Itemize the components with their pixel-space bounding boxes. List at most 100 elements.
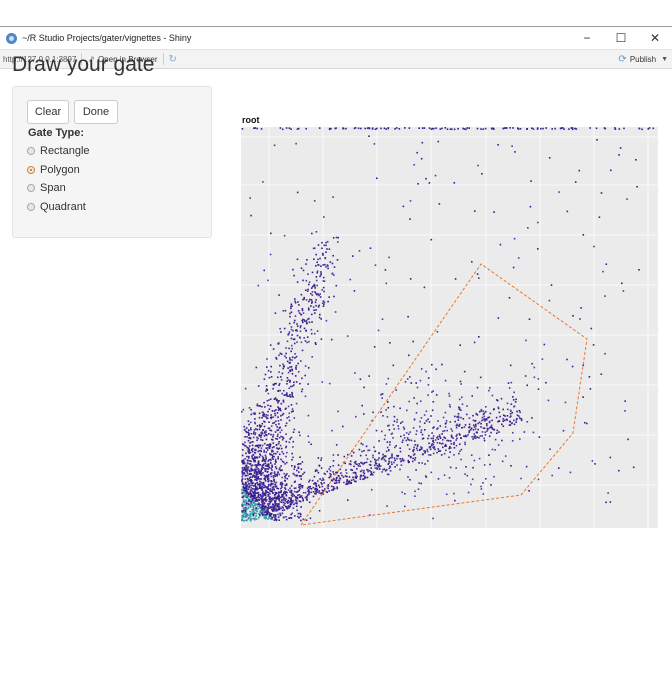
data-point [391,463,393,465]
radio-rectangle[interactable]: Rectangle [27,145,90,157]
data-point [348,482,350,485]
data-point [254,490,256,493]
data-point [309,487,311,490]
radio-span[interactable]: Span [27,182,66,194]
data-point [261,431,263,433]
scatter-plot[interactable] [241,127,658,528]
data-point [249,499,252,502]
radio-quadrant[interactable]: Quadrant [27,201,86,213]
publish-button[interactable]: ⟳ Publish ▼ [618,54,668,65]
data-point [259,484,262,486]
data-point [325,251,327,253]
data-point [420,429,423,431]
data-point [578,169,581,172]
data-point [445,449,447,452]
data-point [293,490,296,493]
data-point [308,492,310,495]
minimize-button[interactable]: − [583,31,591,45]
data-point [278,491,281,494]
data-point [332,486,335,488]
data-point [306,341,308,344]
radio-button[interactable] [27,147,35,155]
data-point [267,463,269,465]
data-point [375,462,377,465]
open-in-browser-icon[interactable]: ↗ [87,53,95,64]
data-point [259,425,261,427]
data-point [401,457,404,460]
data-point [242,514,245,517]
refresh-icon[interactable]: ↻ [168,53,177,65]
data-point [384,460,387,462]
data-point [389,465,391,467]
chevron-down-icon[interactable]: ▼ [661,55,668,63]
data-point [249,493,251,495]
data-point [253,504,256,507]
data-point [589,127,591,129]
data-point [318,304,320,307]
data-point [258,456,261,458]
data-point [483,464,486,466]
data-point [319,478,321,480]
data-point [443,430,446,432]
data-point [266,507,268,509]
radio-button-checked[interactable] [27,166,35,174]
data-point [251,494,253,497]
data-point [311,291,314,293]
data-point [295,365,298,367]
data-point [381,471,383,473]
data-point [590,327,593,330]
data-point [254,517,256,519]
data-point [293,494,296,497]
data-point [381,318,384,320]
data-point [564,401,567,404]
data-point [251,482,253,484]
data-point [317,306,320,308]
radio-polygon[interactable]: Polygon [27,164,80,176]
data-point [256,500,259,502]
data-point [260,495,262,497]
data-point [443,436,445,439]
data-point [304,320,306,322]
plot-background[interactable] [241,127,658,528]
data-point [320,482,322,484]
open-in-browser-button[interactable]: Open in Browser [97,54,158,64]
data-point [285,347,287,349]
close-button[interactable]: ✕ [649,31,661,45]
data-point [470,428,472,431]
radio-button[interactable] [27,203,35,211]
data-point [248,496,251,498]
data-point [291,465,293,467]
data-point [271,490,273,493]
data-point [271,449,273,452]
data-point [255,475,258,477]
data-point [291,458,293,461]
data-point [257,496,259,498]
data-point [264,493,266,496]
data-point [267,427,270,430]
data-point [376,127,378,130]
data-point [285,494,287,496]
url-text[interactable]: http://127.0.0.1:3897 [3,54,77,64]
data-point [299,475,301,478]
data-point [388,467,391,470]
data-point [457,419,460,421]
data-point [495,416,498,419]
data-point [438,434,441,436]
data-point [356,468,358,470]
data-point [255,468,258,471]
clear-button[interactable]: Clear [27,100,69,124]
data-point [290,311,293,313]
data-point [267,470,269,473]
data-point [368,449,371,451]
done-button[interactable]: Done [74,100,118,124]
data-point [632,466,635,469]
data-point [252,499,254,501]
data-point [270,480,272,482]
data-point [410,456,412,459]
data-point [305,319,308,322]
data-point [421,462,423,464]
maximize-button[interactable]: ☐ [615,31,627,45]
radio-button[interactable] [27,184,35,192]
data-point [406,409,408,412]
data-point [336,471,339,474]
